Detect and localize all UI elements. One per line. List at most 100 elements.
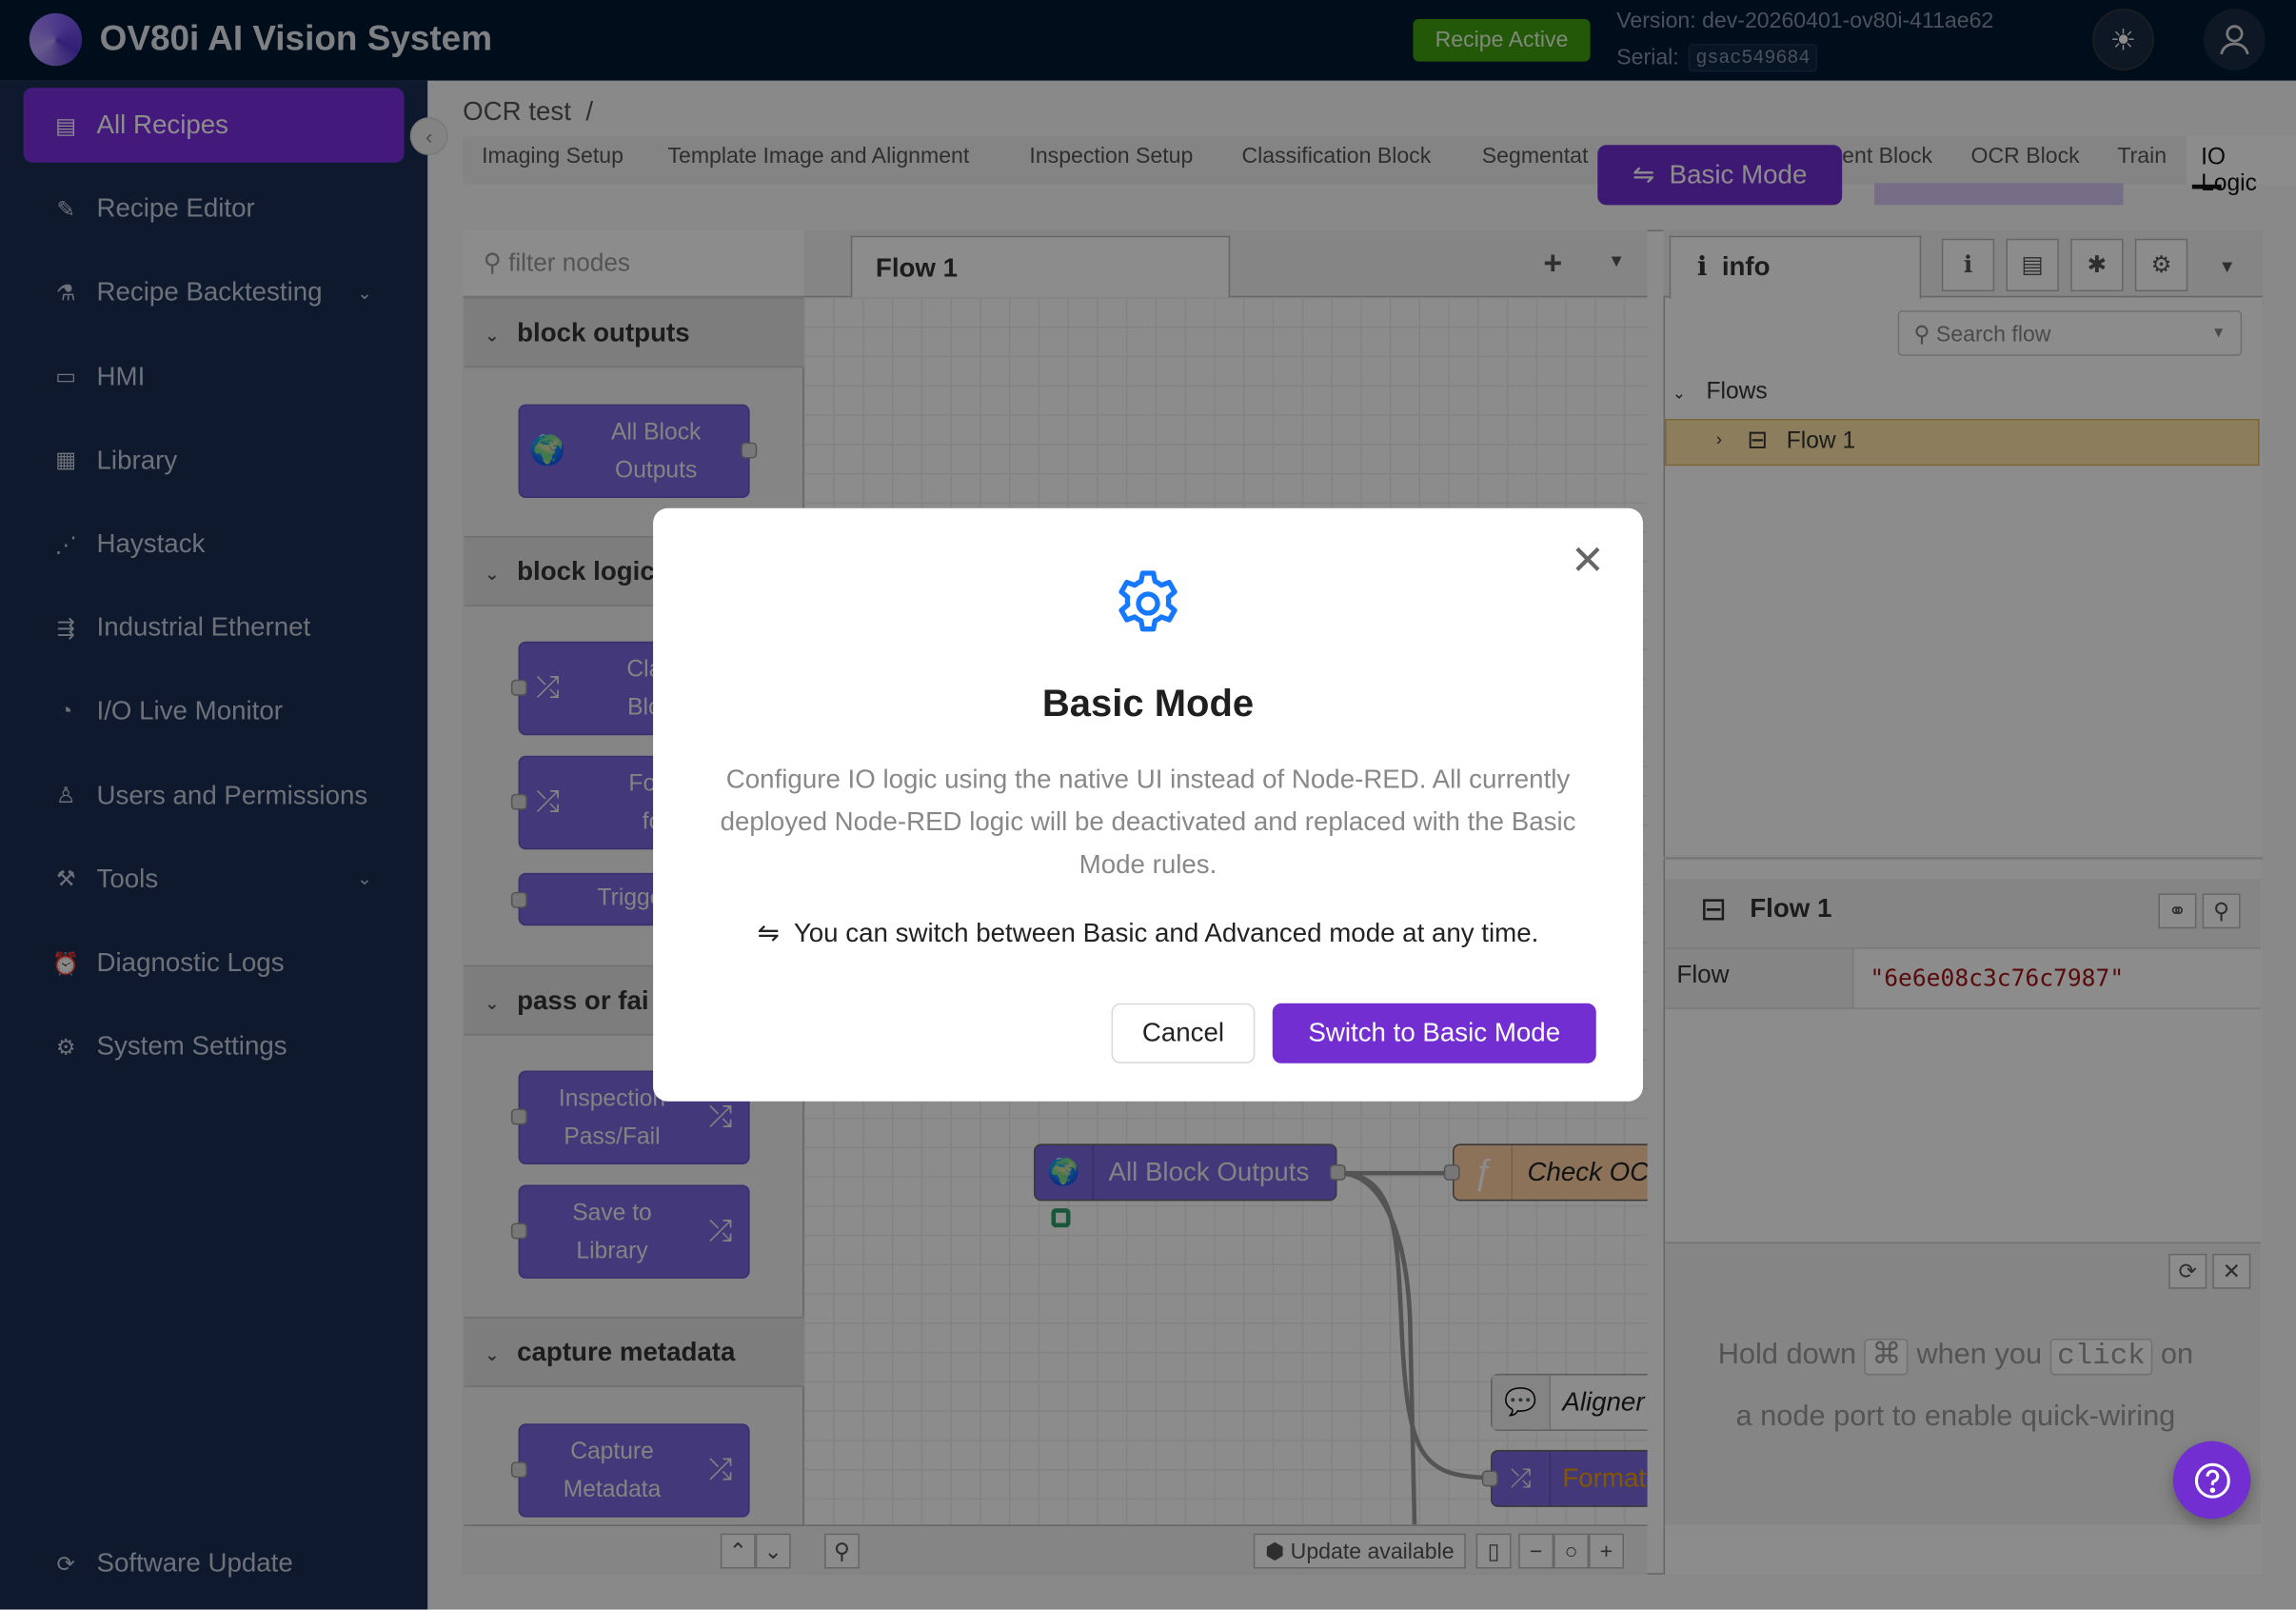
sidebar-item-hmi[interactable]: ▭ HMI <box>24 339 405 413</box>
switch-to-basic-mode-button[interactable]: Switch to Basic Mode <box>1272 1003 1596 1063</box>
sidebar-menu-chevron-icon[interactable]: ▼ <box>2218 256 2236 277</box>
collapse-all-button[interactable]: ⌃ <box>720 1533 756 1569</box>
sidebar-item-all-recipes[interactable]: ▤ All Recipes <box>23 88 405 163</box>
zoom-reset-button[interactable]: ○ <box>1554 1533 1590 1569</box>
palette-node[interactable]: ⤮ Capture Metadata <box>510 1423 750 1518</box>
node-port[interactable] <box>510 1222 527 1240</box>
node-port[interactable] <box>510 679 527 696</box>
serial-value: gsac549684 <box>1688 44 1818 72</box>
input-port[interactable] <box>1443 1163 1460 1181</box>
basic-mode-button[interactable]: ⇋ Basic Mode <box>1597 145 1843 206</box>
collapse-sidebar-button[interactable]: ‹ <box>409 117 448 156</box>
expand-all-button[interactable]: ⌄ <box>755 1533 791 1569</box>
config-tab-button[interactable]: ⚙ <box>2134 238 2188 292</box>
tab-info[interactable]: ℹ info <box>1669 235 1922 299</box>
sidebar-item-i-o-live-monitor[interactable]: ◔ I/O Live Monitor <box>24 674 405 748</box>
palette-category[interactable]: ⌄ block outputs <box>464 297 804 368</box>
sidebar-item-system-settings[interactable]: ⚙ System Settings <box>24 1009 405 1083</box>
tab-ocr-block[interactable]: OCR Block <box>1970 143 2080 169</box>
node-port[interactable] <box>510 1461 527 1479</box>
sidebar-item-software-update[interactable]: ⟳ Software Update <box>24 1526 405 1600</box>
node-label: Metadata <box>563 1478 662 1503</box>
theme-toggle-button[interactable]: ☀ <box>2092 9 2154 70</box>
sidebar-item-users-and-permissions[interactable]: ♙ Users and Permissions <box>24 758 405 832</box>
update-available-button[interactable]: ⬢ Update available <box>1253 1533 1466 1569</box>
tab-template-image-and-alignment[interactable]: Template Image and Alignment <box>667 143 970 169</box>
shuffle-icon: ⤮ <box>708 1215 733 1248</box>
sidebar-item-label: I/O Live Monitor <box>96 696 283 726</box>
refresh-tip-button[interactable]: ⟳ <box>2168 1253 2207 1289</box>
input-port[interactable] <box>1481 1470 1498 1487</box>
palette-node[interactable]: 🌍 All Block Outputs <box>518 404 758 499</box>
filter-nodes-input[interactable]: ⚲ filter nodes <box>463 229 804 298</box>
basic-mode-label: Basic Mode <box>1669 159 1808 189</box>
flow-tree-item[interactable]: › ⊟ Flow 1 <box>1665 418 2260 467</box>
serial-label: Serial: <box>1616 45 1679 70</box>
palette-category[interactable]: ⌄ capture metadata <box>464 1316 804 1387</box>
help-tab-button[interactable]: ▤ <box>2006 238 2059 292</box>
node-format[interactable]: ⤮ Format <box>1490 1449 1648 1507</box>
pen-icon: ✎ <box>56 197 75 223</box>
debug-tab-button[interactable]: ✱ <box>2070 238 2124 292</box>
deploy-button[interactable] <box>1874 183 2124 206</box>
sidebar-item-tools[interactable]: ⚒ Tools ⌄ <box>24 842 405 916</box>
tab-ent-block[interactable]: ent Block <box>1842 143 1933 169</box>
gear-icon: ⚙ <box>55 1035 76 1061</box>
gauge-icon: ◔ <box>59 699 73 725</box>
active-tab-indicator <box>2191 184 2222 189</box>
sidebar-item-recipe-editor[interactable]: ✎ Recipe Editor <box>24 171 405 246</box>
tab-segmentat[interactable]: Segmentat <box>1481 143 1589 169</box>
node-port[interactable] <box>510 1108 527 1125</box>
tab-flow-1[interactable]: Flow 1 <box>850 235 1231 299</box>
info-tab-button[interactable]: ℹ <box>1941 238 1995 292</box>
app-title: OV80i AI Vision System <box>99 18 493 59</box>
flow-menu-chevron-icon[interactable]: ▼ <box>1608 250 1626 271</box>
sidebar-item-label: Users and Permissions <box>96 780 368 810</box>
cancel-button[interactable]: Cancel <box>1111 1003 1256 1063</box>
sidebar-item-label: System Settings <box>96 1031 287 1062</box>
sidebar-item-haystack[interactable]: ⋰ Haystack <box>24 507 405 581</box>
sidebar-item-library[interactable]: ▦ Library <box>24 423 405 497</box>
node-check[interactable]: ƒ Check OC <box>1452 1143 1648 1202</box>
close-icon[interactable]: ✕ <box>1570 537 1605 584</box>
package-icon: ⬢ <box>1265 1539 1285 1564</box>
tab-io-logic[interactable]: IO Logic <box>2186 136 2296 196</box>
node-port[interactable] <box>741 442 758 459</box>
zoom-in-button[interactable]: + <box>1589 1533 1624 1569</box>
node-label: Pass/Fail <box>564 1124 661 1150</box>
add-flow-button[interactable]: + <box>1543 244 1563 282</box>
panel-divider[interactable] <box>1663 856 2263 860</box>
breadcrumb-recipe[interactable]: OCR test <box>463 96 571 127</box>
palette-node[interactable]: ⤮ Save to Library <box>510 1184 750 1279</box>
tab-classification-block[interactable]: Classification Block <box>1241 143 1432 169</box>
sidebar-item-industrial-ethernet[interactable]: ⇶ Industrial Ethernet <box>24 590 405 665</box>
comment-icon: 💬 <box>1492 1375 1552 1430</box>
copy-link-button[interactable]: ⚭ <box>2158 893 2197 929</box>
node-port[interactable] <box>510 793 527 810</box>
node-all-block-outputs[interactable]: 🌍 All Block Outputs <box>1034 1143 1337 1202</box>
palette-node[interactable]: ⤮ Inspection Pass/Fail <box>510 1070 750 1164</box>
node-label: Save to <box>572 1201 652 1226</box>
user-avatar-button[interactable] <box>2204 9 2266 70</box>
tab-train[interactable]: Train <box>2117 143 2167 169</box>
map-button[interactable]: ▯ <box>1475 1533 1512 1569</box>
monitor-icon: ▭ <box>55 365 77 390</box>
flows-tree-header[interactable]: ⌄ Flows <box>1672 379 1768 405</box>
tab-inspection-setup[interactable]: Inspection Setup <box>1029 143 1194 169</box>
help-button[interactable] <box>2172 1441 2251 1520</box>
search-flow-input[interactable]: ⚲ Search flow ▼ <box>1897 310 2243 356</box>
sidebar-item-recipe-backtesting[interactable]: ⚗ Recipe Backtesting ⌄ <box>24 255 405 329</box>
chevron-right-icon: › <box>1715 428 1723 450</box>
sidebar-item-diagnostic-logs[interactable]: ⏰ Diagnostic Logs <box>24 925 405 1000</box>
tab-imaging-setup[interactable]: Imaging Setup <box>482 143 623 169</box>
close-tip-button[interactable]: ✕ <box>2212 1253 2251 1289</box>
question-circle-icon <box>2194 1461 2230 1498</box>
node-label: Capture <box>570 1440 654 1465</box>
shuffle-icon: ⤮ <box>708 1454 733 1487</box>
node-aligner-comment[interactable]: 💬 Aligner <box>1490 1373 1648 1431</box>
node-port[interactable] <box>510 891 527 908</box>
output-port[interactable] <box>1329 1163 1346 1181</box>
zoom-out-button[interactable]: − <box>1518 1533 1554 1569</box>
search-canvas-button[interactable]: ⚲ <box>824 1533 860 1569</box>
search-button[interactable]: ⚲ <box>2202 893 2241 929</box>
